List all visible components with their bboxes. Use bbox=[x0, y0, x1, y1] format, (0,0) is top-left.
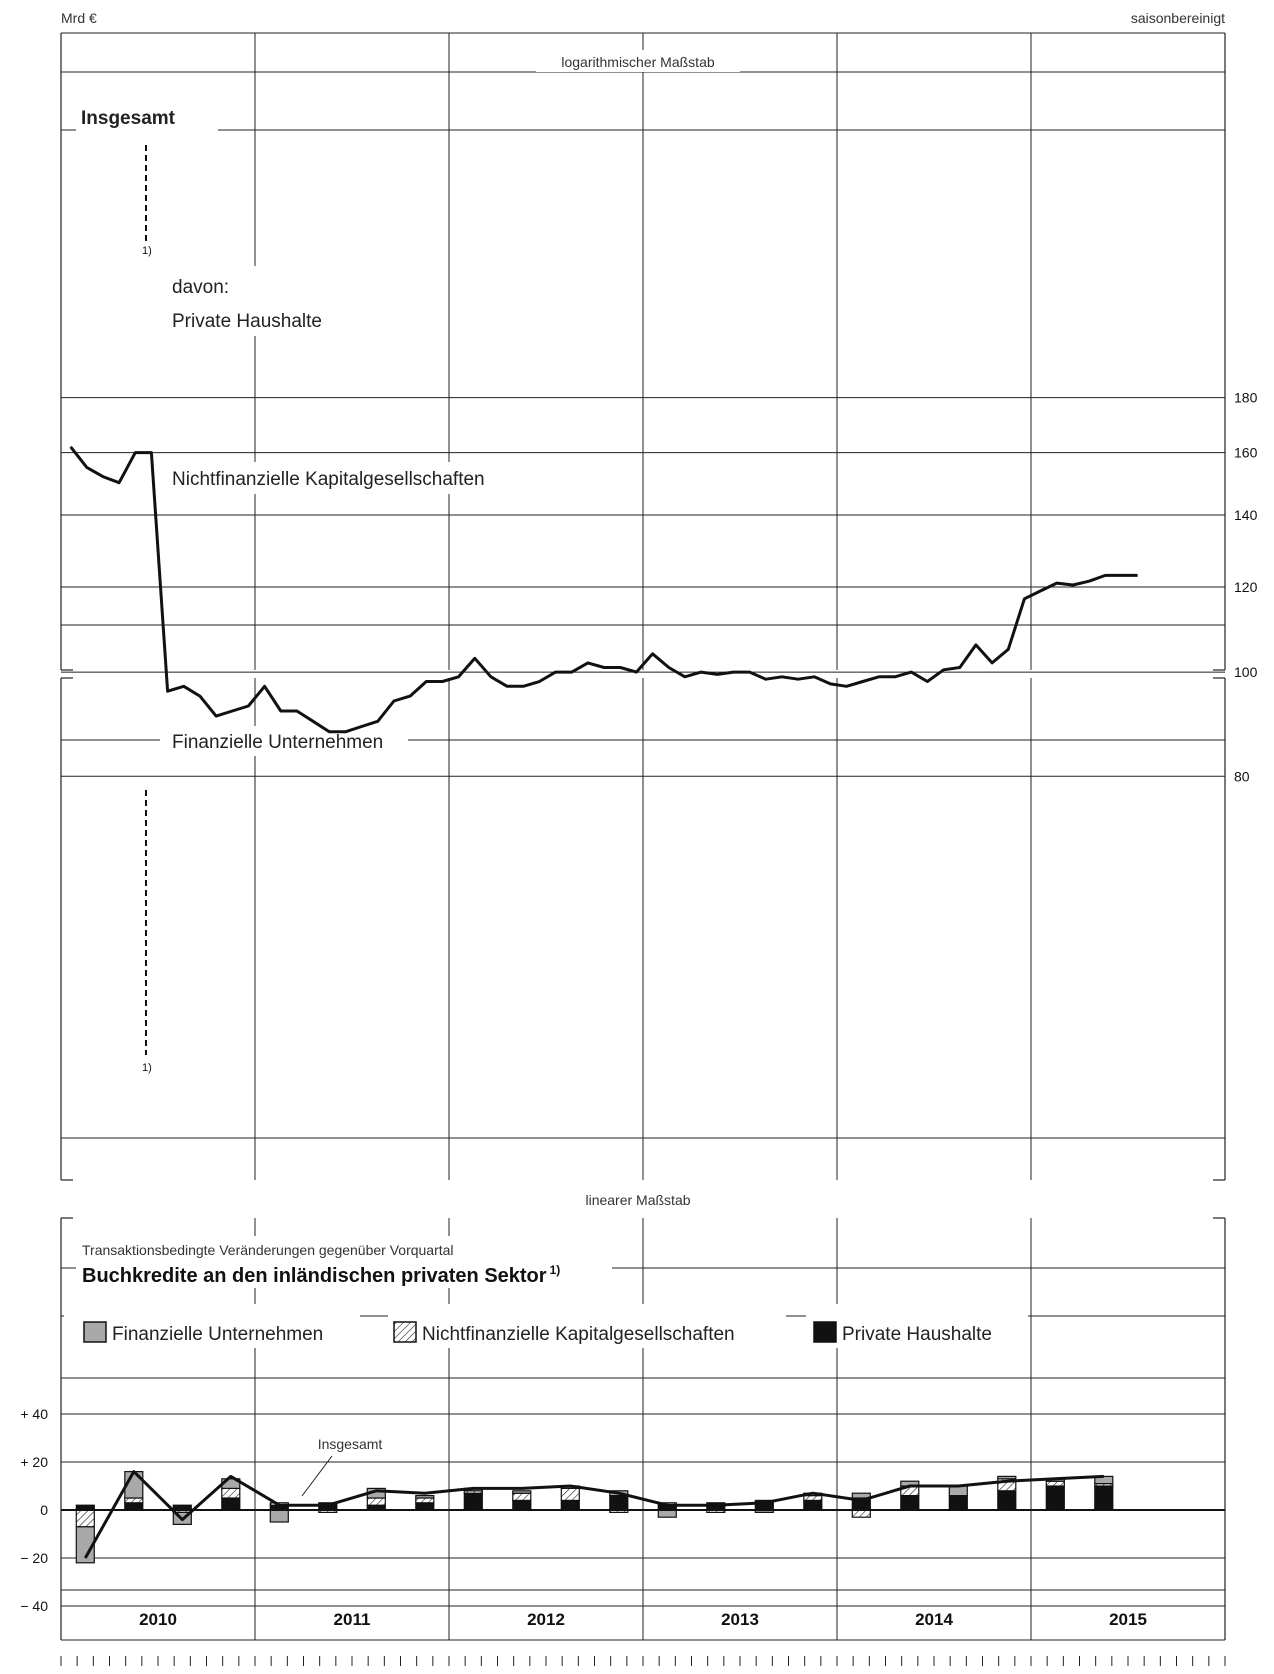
bar-segment bbox=[803, 1499, 823, 1511]
bar-segment bbox=[415, 1497, 435, 1504]
bar-segment bbox=[512, 1490, 532, 1494]
legend: Finanzielle Unternehmen Nichtfinanzielle… bbox=[64, 1304, 1028, 1348]
bar-segment bbox=[415, 1494, 435, 1499]
bar-segment bbox=[75, 1509, 95, 1528]
chart-frame bbox=[60, 32, 1226, 1640]
legend-label-nichtfinanzielle: Nichtfinanzielle Kapitalgesellschaften bbox=[422, 1324, 735, 1345]
legend-swatch-nichtfinanzielle bbox=[393, 1321, 417, 1343]
bottom-panel-gridlines bbox=[61, 1267, 1225, 1607]
bar-segment bbox=[948, 1494, 968, 1511]
mid-y-tick-label: 180 bbox=[1234, 390, 1258, 406]
bottom-y-tick-label: − 20 bbox=[20, 1550, 48, 1566]
mid-panel-gridlines bbox=[61, 397, 1225, 1139]
bar-segment bbox=[512, 1499, 532, 1511]
mid-y-tick-label: 80 bbox=[1234, 768, 1250, 784]
bar-segment bbox=[851, 1492, 871, 1499]
mid-y-tick-label: 160 bbox=[1234, 445, 1258, 461]
x-axis: 2010 2011 2012 2013 2014 2015 bbox=[60, 1610, 1226, 1666]
series-label-nichtfinanzielle: Nichtfinanzielle Kapitalgesellschaften bbox=[172, 469, 485, 490]
linear-scale-label: linearer Maßstab bbox=[585, 1192, 690, 1208]
bar-segment bbox=[657, 1509, 677, 1518]
bottom-y-tick-label: + 20 bbox=[20, 1454, 48, 1470]
bar-segment bbox=[1094, 1485, 1114, 1511]
x-year-label: 2015 bbox=[1109, 1610, 1147, 1629]
x-year-label: 2012 bbox=[527, 1610, 565, 1629]
bar-segment bbox=[997, 1490, 1017, 1511]
legend-swatch-finanzielle bbox=[83, 1321, 107, 1343]
legend-swatch-private bbox=[813, 1321, 837, 1343]
insgesamt-line bbox=[83, 1470, 1104, 1559]
break-footnote-top: 1) bbox=[142, 245, 152, 257]
bar-segment bbox=[124, 1497, 144, 1504]
bottom-y-tick-label: 0 bbox=[40, 1502, 48, 1518]
bar-segment bbox=[512, 1492, 532, 1501]
mid-panel-y-axis: 80 100 120 140 160 180 bbox=[1234, 390, 1258, 785]
line-finanzielle-unternehmen bbox=[69, 445, 1138, 734]
line-insgesamt-bars bbox=[83, 1470, 1104, 1559]
mid-y-tick-label: 140 bbox=[1234, 507, 1258, 523]
series-label-insgesamt: Insgesamt bbox=[81, 108, 176, 129]
bar-segment bbox=[560, 1499, 580, 1511]
legend-label-finanzielle: Finanzielle Unternehmen bbox=[112, 1324, 323, 1345]
log-scale-label: logarithmischer Maßstab bbox=[561, 54, 714, 70]
bar-chart-subtitle: Transaktionsbedingte Veränderungen gegen… bbox=[82, 1242, 454, 1258]
panel-transactions: Transaktionsbedingte Veränderungen gegen… bbox=[20, 1236, 1225, 1614]
x-year-label: 2013 bbox=[721, 1610, 759, 1629]
insgesamt-annotation: Insgesamt bbox=[318, 1436, 383, 1452]
bar-chart-title-text: Buchkredite an den inländischen privaten… bbox=[82, 1265, 547, 1287]
mid-y-tick-label: 100 bbox=[1234, 664, 1258, 680]
bar-segment bbox=[415, 1502, 435, 1511]
bar-chart-title: Buchkredite an den inländischen privaten… bbox=[82, 1263, 560, 1287]
bar-segment bbox=[900, 1494, 920, 1511]
bottom-panel-y-axis: − 40 − 20 0 + 20 + 40 bbox=[20, 1406, 48, 1614]
panel-finanzielle-unternehmen: 80 100 120 140 160 180 Finanzielle Unternehme… bbox=[61, 390, 1258, 1139]
panel-total-and-sectors: 6008001 0001 2001 4001 6001 8002 0002 20… bbox=[61, 50, 1225, 626]
bar-segment bbox=[124, 1502, 144, 1511]
seasonal-note: saisonbereinigt bbox=[1131, 10, 1225, 26]
x-year-label: 2011 bbox=[334, 1610, 371, 1629]
series-label-finanzielle: Finanzielle Unternehmen bbox=[172, 732, 383, 753]
unit-label: Mrd € bbox=[61, 10, 97, 26]
bar-segment bbox=[560, 1487, 580, 1502]
legend-label-private: Private Haushalte bbox=[842, 1324, 992, 1345]
bar-segment bbox=[366, 1497, 386, 1506]
x-year-label: 2010 bbox=[139, 1610, 177, 1629]
bottom-y-tick-label: + 40 bbox=[20, 1406, 48, 1422]
insgesamt-annotation-leader bbox=[301, 1455, 333, 1497]
series-label-private-haushalte: Private Haushalte bbox=[172, 311, 322, 332]
bar-segment bbox=[997, 1475, 1017, 1480]
bar-segment bbox=[803, 1494, 823, 1501]
bottom-y-tick-label: − 40 bbox=[20, 1598, 48, 1614]
bar-segment bbox=[221, 1497, 241, 1511]
bar-segment bbox=[269, 1509, 289, 1523]
bar-segment bbox=[463, 1492, 483, 1511]
x-year-label: 2014 bbox=[915, 1610, 953, 1629]
bar-segment bbox=[1045, 1480, 1065, 1487]
bar-segment bbox=[851, 1509, 871, 1518]
bar-segment bbox=[1045, 1485, 1065, 1511]
davon-label: davon: bbox=[172, 277, 229, 298]
bar-segment bbox=[609, 1494, 629, 1511]
bar-segment bbox=[221, 1487, 241, 1499]
mid-panel-series bbox=[69, 445, 1138, 734]
break-footnote-mid: 1) bbox=[142, 1062, 152, 1074]
bar-chart-title-footnote: 1) bbox=[550, 1263, 561, 1277]
mid-y-tick-label: 120 bbox=[1234, 579, 1258, 595]
